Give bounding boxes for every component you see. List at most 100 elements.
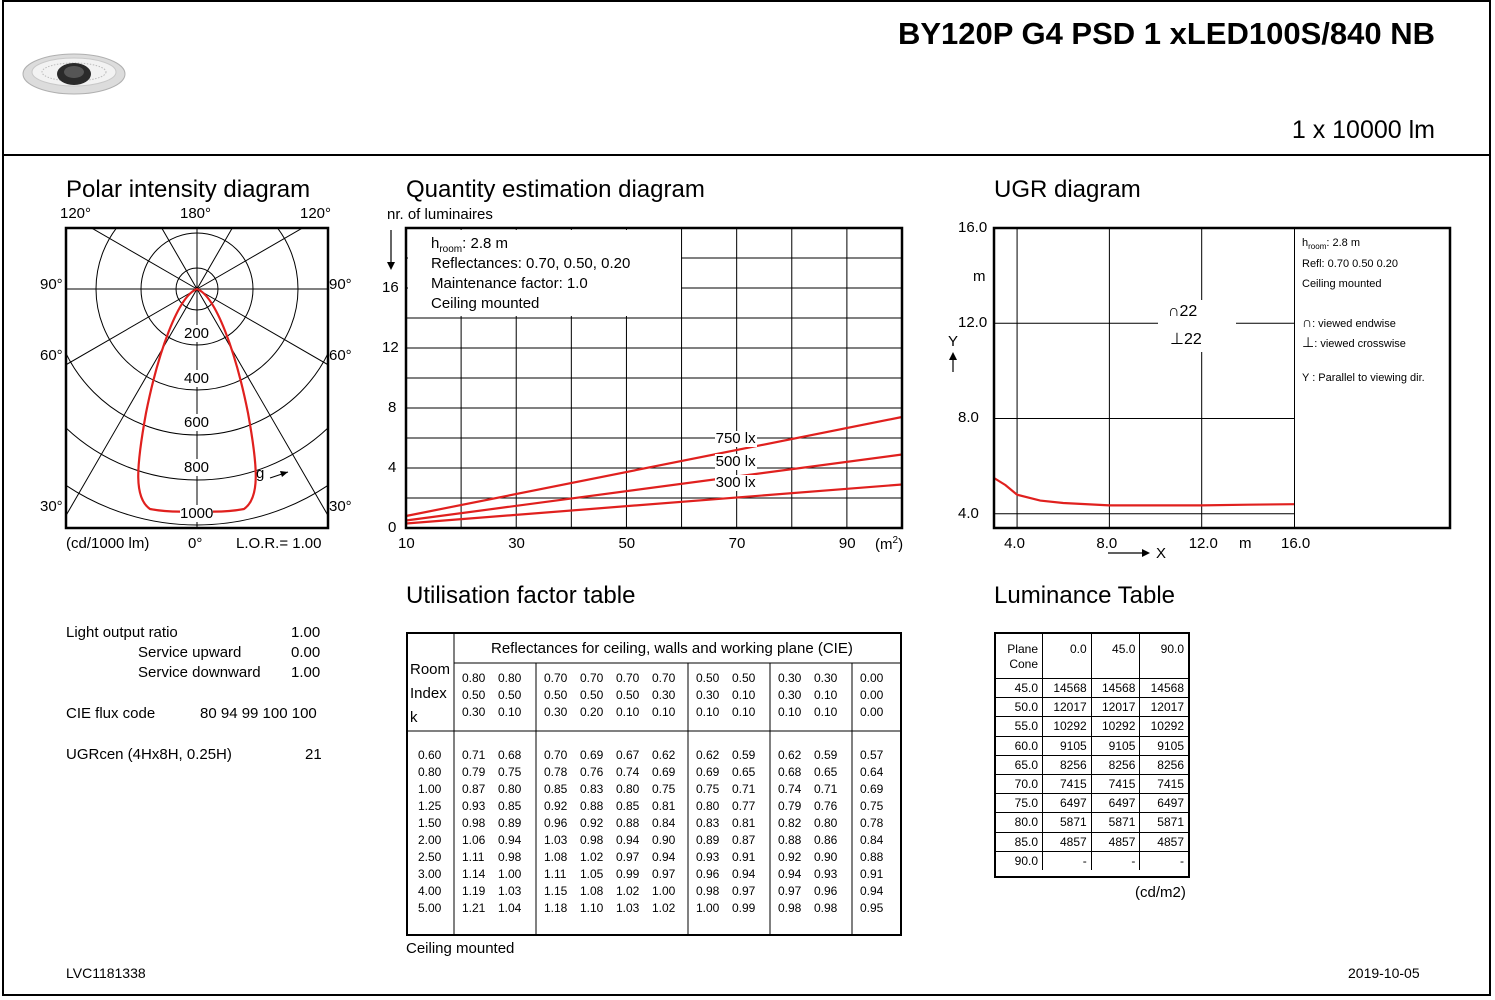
quantity-xtick: 50 <box>618 535 636 552</box>
luminance-value: 4857 <box>1042 832 1092 852</box>
luminance-value: - <box>1180 853 1184 868</box>
utilisation-cell: 1.14 <box>462 867 486 881</box>
utilisation-cell: 1.03 <box>616 901 640 915</box>
luminance-value: 5871 <box>1091 812 1141 833</box>
prop-upward-label: Service upward <box>138 644 242 661</box>
utilisation-cell: 0.75 <box>696 782 720 796</box>
utilisation-reflectance-plane: 0.10 <box>778 705 802 719</box>
utilisation-cell: 0.88 <box>778 833 802 847</box>
luminance-row: 65.0 8256 8256 8256 <box>996 755 1188 775</box>
utilisation-cell: 0.69 <box>652 765 676 779</box>
polar-title: Polar intensity diagram <box>66 176 311 203</box>
ugr-ytick: 16.0 <box>958 219 988 236</box>
utilisation-reflectance-walls: 0.00 <box>860 688 884 702</box>
utilisation-reflectance-walls: 0.50 <box>544 688 568 702</box>
prop-cie-label: CIE flux code <box>66 705 156 722</box>
utilisation-cell: 0.98 <box>778 901 802 915</box>
utilisation-cell: 0.85 <box>544 782 568 796</box>
utilisation-cell: 1.21 <box>462 901 486 915</box>
utilisation-cell: 1.15 <box>544 884 568 898</box>
luminance-row: 80.0 5871 5871 5871 <box>996 812 1188 833</box>
quantity-ylabel: nr. of luminaires <box>387 206 493 223</box>
utilisation-k-label: k <box>410 709 418 726</box>
utilisation-cell: 0.97 <box>652 867 676 881</box>
utilisation-cell: 0.85 <box>616 799 640 813</box>
luminance-value: 8256 <box>1091 755 1141 775</box>
utilisation-reflectance-walls: 0.50 <box>498 688 522 702</box>
luminance-angle: 50.0 <box>996 697 1043 718</box>
utilisation-reflectance-plane: 0.30 <box>462 705 486 719</box>
ugr-ylabel: Y <box>948 333 959 350</box>
utilisation-cell: 0.92 <box>580 816 604 830</box>
luminance-row: 60.0 9105 9105 9105 <box>996 736 1188 756</box>
ugr-chart <box>992 226 1452 530</box>
utilisation-reflectance-ceiling: 0.80 <box>498 671 522 685</box>
utilisation-index-label: Index <box>410 685 447 702</box>
polar-diagram <box>64 226 330 530</box>
luminance-value: 7415 <box>1042 774 1092 795</box>
luminance-value: 6497 <box>1091 793 1141 814</box>
quantity-ytick: 4 <box>388 459 397 476</box>
utilisation-k-value: 3.00 <box>418 867 442 881</box>
utilisation-cell: 0.92 <box>544 799 568 813</box>
polar-label-60-right: 60° <box>329 347 352 364</box>
utilisation-reflectance-walls: 0.30 <box>696 688 720 702</box>
utilisation-grid <box>406 632 902 936</box>
utilisation-reflectance-ceiling: 0.70 <box>652 671 676 685</box>
utilisation-cell: 0.69 <box>860 782 884 796</box>
polar-lor: L.O.R.= 1.00 <box>236 535 322 552</box>
luminance-value: 10292 <box>1091 716 1141 737</box>
utilisation-cell: 0.80 <box>814 816 838 830</box>
utilisation-reflectance-plane: 0.10 <box>696 705 720 719</box>
prop-ugr-label: UGRcen (4Hx8H, 0.25H) <box>66 746 232 763</box>
polar-ring-1000: 1000 <box>180 505 214 522</box>
luminance-row: 50.0 12017 12017 12017 <box>996 697 1188 718</box>
luminance-value: 8256 <box>1042 755 1092 775</box>
quantity-info-reflectances: Reflectances: 0.70, 0.50, 0.20 <box>431 255 631 272</box>
luminance-title: Luminance Table <box>994 582 1176 609</box>
utilisation-cell: 0.70 <box>544 748 568 762</box>
utilisation-cell: 0.89 <box>696 833 720 847</box>
utilisation-cell: 0.99 <box>732 901 756 915</box>
utilisation-cell: 0.97 <box>778 884 802 898</box>
prop-upward-value: 0.00 <box>291 644 321 661</box>
ugr-legend-endwise: ∩: viewed endwise <box>1302 314 1396 330</box>
ugr-xtick: 8.0 <box>1096 535 1118 552</box>
polar-label-120-left: 120° <box>60 205 92 222</box>
quantity-title: Quantity estimation diagram <box>406 176 705 203</box>
ugr-legend-mount: Ceiling mounted <box>1302 278 1382 290</box>
prop-downward-label: Service downward <box>138 664 261 681</box>
utilisation-cell: 0.74 <box>616 765 640 779</box>
utilisation-cell: 1.10 <box>580 901 604 915</box>
luminance-row: 85.0 4857 4857 4857 <box>996 832 1188 852</box>
utilisation-reflectance-walls: 0.10 <box>814 688 838 702</box>
utilisation-cell: 0.78 <box>544 765 568 779</box>
ugr-ytick: 4.0 <box>958 504 979 522</box>
utilisation-k-value: 1.25 <box>418 799 442 813</box>
utilisation-cell: 1.03 <box>544 833 568 847</box>
ugr-legend-room: hroom: 2.8 m <box>1302 237 1360 252</box>
utilisation-cell: 0.94 <box>860 884 884 898</box>
luminance-angle: 45.0 <box>996 678 1043 699</box>
utilisation-cell: 0.94 <box>652 850 676 864</box>
utilisation-reflectance-ceiling: 0.00 <box>860 671 884 685</box>
luminance-angle: 60.0 <box>996 736 1043 756</box>
utilisation-reflectance-plane: 0.10 <box>616 705 640 719</box>
utilisation-cell: 1.00 <box>696 901 720 915</box>
utilisation-reflectance-plane: 0.30 <box>544 705 568 719</box>
ugr-legend-crosswise: ⊥: viewed crosswise <box>1302 334 1406 350</box>
luminance-row: 75.0 6497 6497 6497 <box>996 793 1188 814</box>
utilisation-cell: 0.84 <box>860 833 884 847</box>
utilisation-cell: 0.90 <box>652 833 676 847</box>
utilisation-cell: 0.94 <box>732 867 756 881</box>
ugr-endwise: ∩22 <box>1168 303 1198 320</box>
prop-cie-value: 80 94 99 100 100 <box>200 705 317 722</box>
ugr-ym: m <box>973 268 986 285</box>
utilisation-cell: 0.79 <box>462 765 486 779</box>
utilisation-reflectance-plane: 0.20 <box>580 705 604 719</box>
luminance-value: 7415 <box>1139 774 1188 795</box>
utilisation-cell: 0.88 <box>580 799 604 813</box>
utilisation-reflectance-plane: 0.00 <box>860 705 884 719</box>
utilisation-cell: 0.71 <box>462 748 486 762</box>
luminance-head-cone: Cone <box>1009 657 1038 671</box>
